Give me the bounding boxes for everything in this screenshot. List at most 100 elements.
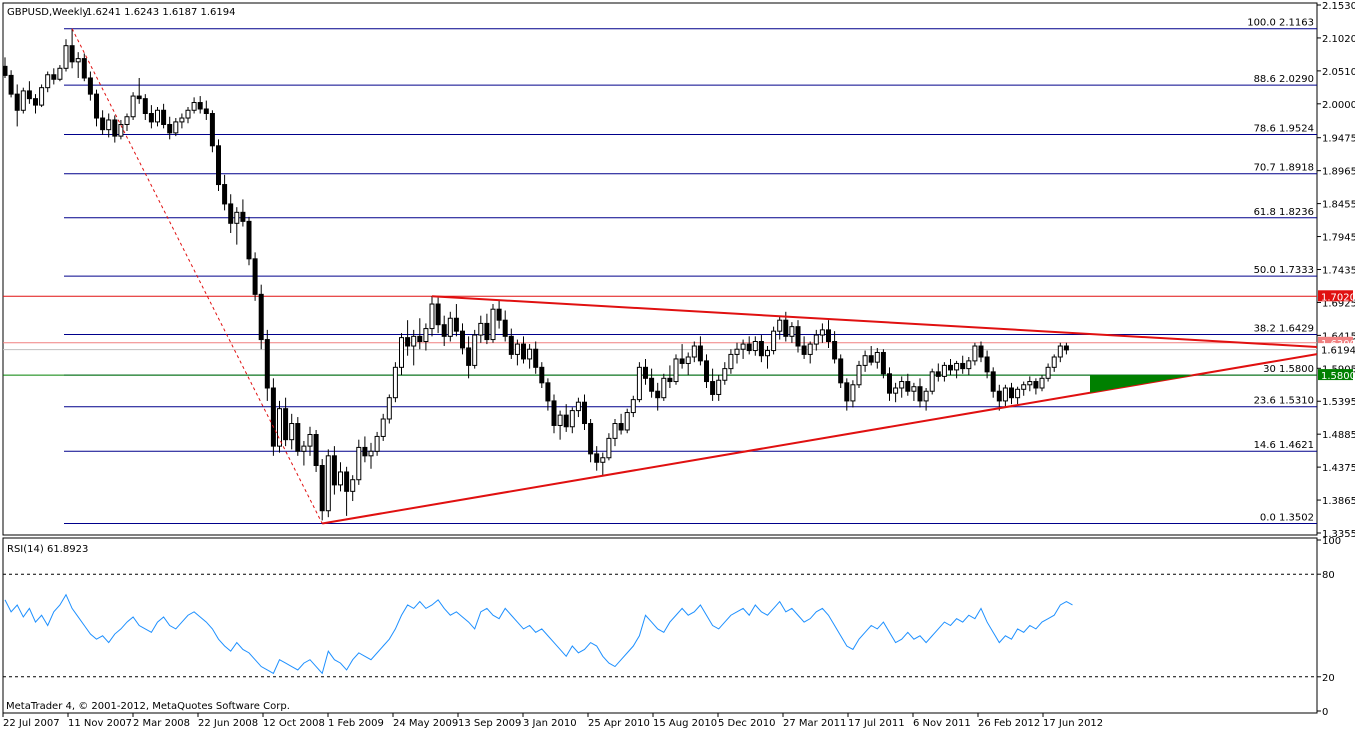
candle-bull [185,109,191,119]
candle-bear [582,401,587,425]
price-tag-box [1318,336,1353,348]
candle-bear [826,329,831,342]
candle-bull [923,390,929,402]
price-tick-label: 1.3865 [1322,496,1355,507]
candle-bull [569,410,575,428]
rsi-indicator: 100 80 20 0 [3,536,1341,718]
candle-bear [460,330,465,349]
rsi-panel-frame [2,537,1318,714]
rsi-tick-label: 100 [1322,536,1341,547]
candle-bull [1045,366,1051,379]
candle-bull [716,379,722,395]
candle-bear [618,423,624,431]
candle-bull [386,397,392,420]
price-tick-label: 1.3355 [1322,529,1355,540]
candle-bull [765,350,770,357]
candle-bear [51,74,57,80]
candle-bull [429,303,435,330]
time-tick-label: 17 Jun 2012 [1043,718,1103,729]
price-tick-label: 1.9475 [1322,134,1355,145]
candle-bull [899,381,905,389]
candle-bull [368,450,374,457]
candle-bull [752,340,758,352]
candle-bear [112,119,118,137]
candle-bear [228,203,234,224]
candlesticks [2,28,1069,521]
candle-bull [777,319,783,332]
candle-bull [575,401,581,412]
candle-bull [819,329,825,336]
candle-bull [807,343,813,355]
rsi-tick-label: 20 [1322,673,1335,684]
candle-bear [594,453,600,463]
candle-bull [874,351,880,363]
candle-bull [954,362,960,371]
fib-level-label: 50.0 1.7333 [1254,265,1314,276]
candle-bull [691,345,697,358]
candle-bull [722,368,728,381]
candle-bear [996,390,1002,402]
candle-bull [606,437,612,459]
candle-bear [667,377,673,383]
price-tag-box [1317,343,1354,356]
time-tick-label: 24 May 2009 [393,718,458,729]
candle-bull [966,360,972,370]
candle-bear [1033,381,1039,389]
time-tick-label: 2 Mar 2008 [133,718,190,729]
candle-bear [197,102,203,110]
candle-bear [203,108,209,115]
candle-bear [344,471,350,492]
fib-level-label: 78.6 1.9524 [1254,124,1314,135]
candle-bear [838,358,844,384]
candle-bear [935,371,941,377]
candle-bull [557,414,563,426]
candle-bear [33,98,38,106]
candle-bear [81,58,87,79]
candle-bull [20,90,26,111]
candle-bull [1057,345,1063,358]
candle-bear [161,109,167,125]
ohlc-values: 1.6241 1.6243 1.6187 1.6194 [86,7,236,18]
fib-level-label: 61.8 1.8236 [1254,207,1314,218]
candle-bear [222,184,228,205]
candle-bear [319,465,325,512]
time-tick-label: 22 Jul 2007 [3,718,60,729]
candle-bull [411,335,417,347]
candle-bear [978,345,984,358]
trend-drawings [71,28,1318,525]
time-tick-label: 1 Feb 2009 [328,718,384,729]
candle-bear [453,317,459,332]
candle-bear [844,382,850,402]
candle-bear [984,356,990,373]
candle-bear [466,347,472,366]
candle-bull [63,45,69,69]
price-tick-label: 1.4375 [1322,463,1355,474]
candle-bear [508,335,514,355]
candle-bear [948,364,953,371]
candle-bear [264,339,270,389]
candle-bear [417,335,423,342]
candle-bear [252,258,258,295]
time-axis: 22 Jul 2007 11 Nov 2007 2 Mar 2008 22 Jun 2… [2,713,1103,729]
price-tag-box [1318,369,1353,381]
candle-bear [832,340,838,360]
candle-bear [649,377,655,392]
time-tick-label: 13 Sep 2009 [458,718,521,729]
candle-bear [216,145,221,186]
candle-bear [8,74,14,95]
candle-bear [704,360,709,383]
candle-bear [313,434,319,467]
candle-bull [740,343,746,350]
candle-bear [209,113,215,147]
candle-bull [1002,387,1008,402]
candle-bull [45,74,51,89]
candle-bear [887,373,892,394]
time-tick-label: 6 Nov 2011 [913,718,971,729]
candle-bull [685,356,691,364]
candle-bear [240,211,246,222]
candle-bear [521,343,526,360]
fib-level-label: 30 1.5800 [1263,364,1314,375]
fib-anchor-dashed-line [71,28,323,524]
candle-bull [380,418,386,437]
